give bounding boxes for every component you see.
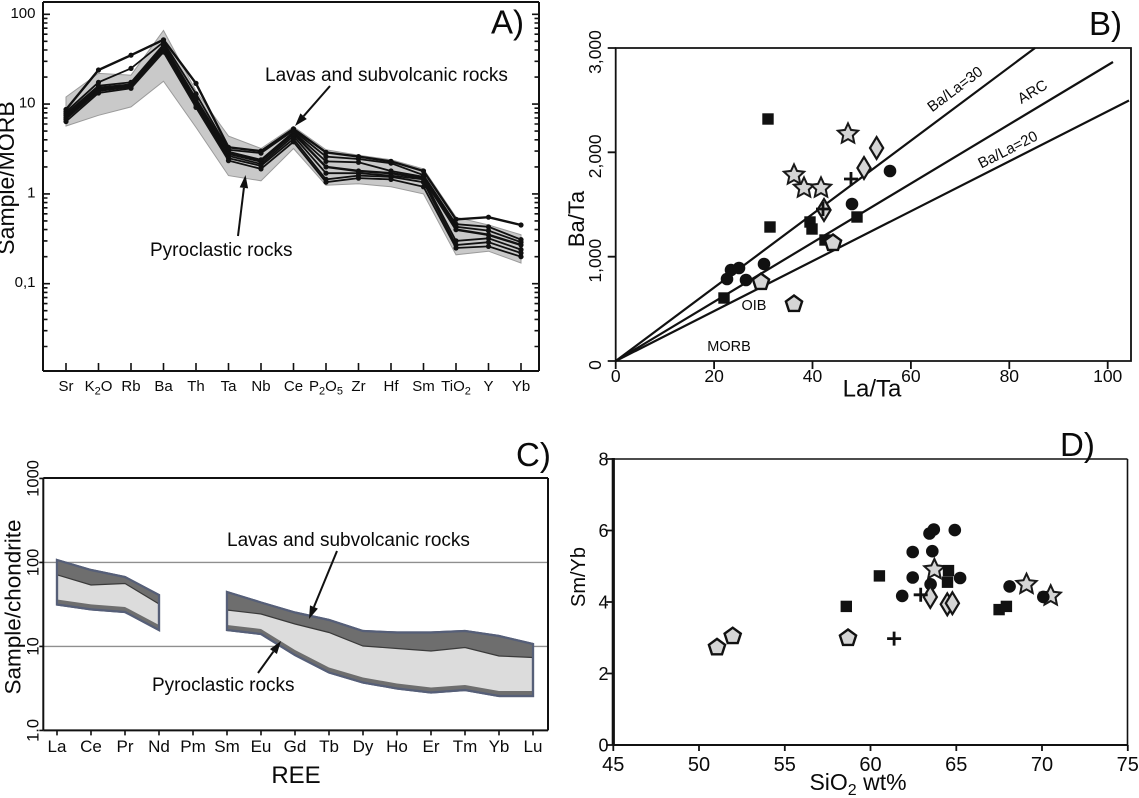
svg-text:Ce: Ce — [284, 378, 303, 395]
svg-text:Sr: Sr — [59, 378, 74, 395]
svg-text:Tm: Tm — [453, 737, 478, 756]
svg-text:Ba: Ba — [154, 378, 173, 395]
svg-text:8: 8 — [598, 450, 608, 470]
svg-text:Rb: Rb — [121, 378, 140, 395]
svg-text:Sm/Yb: Sm/Yb — [568, 547, 590, 607]
svg-text:Th: Th — [187, 378, 205, 395]
svg-text:SiO2 wt%: SiO2 wt% — [809, 769, 906, 798]
svg-text:B): B) — [1089, 5, 1122, 42]
svg-text:50: 50 — [688, 754, 710, 776]
svg-text:60: 60 — [901, 366, 921, 386]
svg-text:80: 80 — [1000, 366, 1020, 386]
svg-text:100: 100 — [10, 5, 35, 22]
svg-text:P2​O5​: P2​O5​ — [309, 378, 343, 398]
svg-text:Lavas and subvolcanic rocks: Lavas and subvolcanic rocks — [265, 65, 508, 86]
svg-text:2: 2 — [598, 664, 608, 684]
svg-text:C): C) — [516, 436, 551, 473]
svg-text:Gd: Gd — [284, 737, 307, 756]
svg-text:MORB: MORB — [707, 339, 751, 355]
svg-text:55: 55 — [774, 754, 796, 776]
svg-text:100: 100 — [25, 549, 43, 577]
svg-text:Er: Er — [423, 737, 440, 756]
svg-text:Dy: Dy — [353, 737, 374, 756]
svg-text:Nd: Nd — [148, 737, 170, 756]
svg-text:La: La — [48, 737, 67, 756]
svg-text:Sample/MORB: Sample/MORB — [0, 101, 19, 254]
svg-text:Sample/chondrite: Sample/chondrite — [1, 519, 26, 694]
svg-text:Sm: Sm — [214, 737, 240, 756]
svg-text:1: 1 — [27, 184, 35, 201]
svg-text:Pyroclastic rocks: Pyroclastic rocks — [152, 675, 295, 696]
svg-text:Nb: Nb — [251, 378, 270, 395]
svg-text:1000: 1000 — [25, 460, 43, 497]
svg-text:Ba/Ta: Ba/Ta — [564, 190, 589, 247]
svg-text:1.0: 1.0 — [25, 719, 43, 742]
svg-text:Ta: Ta — [221, 378, 238, 395]
svg-text:Eu: Eu — [251, 737, 272, 756]
svg-text:70: 70 — [1031, 754, 1053, 776]
svg-text:Yb: Yb — [489, 737, 510, 756]
svg-text:2,000: 2,000 — [585, 134, 605, 178]
svg-text:Tb: Tb — [319, 737, 339, 756]
svg-text:0: 0 — [598, 736, 608, 756]
svg-text:6: 6 — [598, 521, 608, 541]
svg-text:La/Ta: La/Ta — [843, 376, 902, 403]
svg-text:45: 45 — [602, 754, 624, 776]
svg-text:100: 100 — [1093, 366, 1122, 386]
svg-text:K2​O: K2​O — [85, 378, 113, 398]
svg-text:0: 0 — [611, 366, 621, 386]
svg-text:40: 40 — [803, 366, 823, 386]
svg-text:Ho: Ho — [386, 737, 408, 756]
svg-text:0: 0 — [585, 360, 605, 370]
svg-text:3,000: 3,000 — [585, 30, 605, 74]
svg-text:REE: REE — [271, 762, 320, 789]
svg-text:1,000: 1,000 — [585, 239, 605, 283]
svg-text:Y: Y — [483, 378, 493, 395]
svg-text:Ce: Ce — [80, 737, 102, 756]
svg-text:Lavas and subvolcanic rocks: Lavas and subvolcanic rocks — [227, 530, 470, 551]
svg-text:OIB: OIB — [742, 298, 767, 314]
svg-text:10: 10 — [19, 95, 36, 112]
svg-text:Hf: Hf — [384, 378, 400, 395]
svg-text:TiO2​: TiO2​ — [441, 378, 471, 398]
svg-text:Pr: Pr — [117, 737, 134, 756]
svg-text:Sm: Sm — [412, 378, 435, 395]
svg-text:0,1: 0,1 — [15, 274, 36, 291]
svg-text:10: 10 — [25, 637, 43, 655]
svg-text:Zr: Zr — [351, 378, 365, 395]
svg-text:4: 4 — [598, 593, 608, 613]
svg-text:Pyroclastic rocks: Pyroclastic rocks — [150, 240, 293, 261]
svg-text:Pm: Pm — [180, 737, 206, 756]
svg-text:20: 20 — [704, 366, 724, 386]
svg-text:75: 75 — [1117, 754, 1139, 776]
svg-text:Yb: Yb — [512, 378, 530, 395]
svg-text:Lu: Lu — [524, 737, 543, 756]
svg-text:A): A) — [491, 4, 524, 41]
svg-text:65: 65 — [945, 754, 967, 776]
svg-text:60: 60 — [859, 754, 881, 776]
svg-text:D): D) — [1060, 426, 1095, 463]
